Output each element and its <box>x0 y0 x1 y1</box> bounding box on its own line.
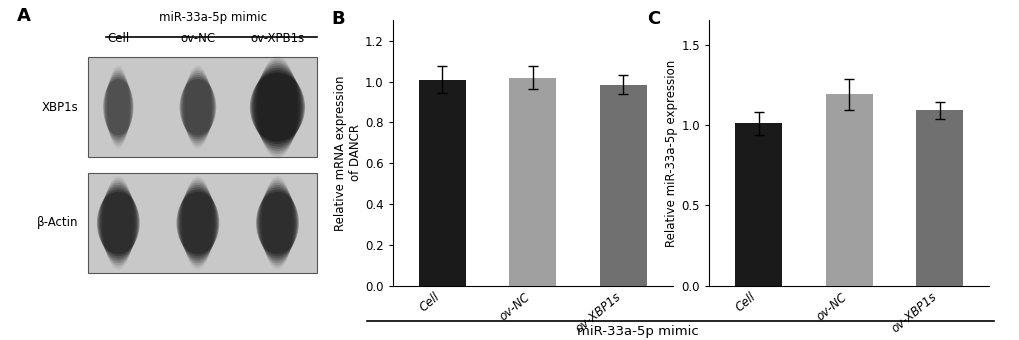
Bar <box>419 80 466 286</box>
Ellipse shape <box>101 183 136 263</box>
Ellipse shape <box>180 77 215 137</box>
Ellipse shape <box>250 73 305 141</box>
Text: C: C <box>646 10 659 28</box>
Bar <box>824 94 872 286</box>
Ellipse shape <box>98 189 139 256</box>
Y-axis label: Relative mRNA expression
of DANCR: Relative mRNA expression of DANCR <box>334 75 362 231</box>
Ellipse shape <box>255 63 300 151</box>
Ellipse shape <box>259 185 296 261</box>
Ellipse shape <box>184 67 211 147</box>
Ellipse shape <box>261 181 293 265</box>
Bar <box>735 123 782 286</box>
Ellipse shape <box>181 75 214 139</box>
Text: ov-NC: ov-NC <box>180 32 215 45</box>
Ellipse shape <box>257 189 298 256</box>
Bar <box>88 57 317 157</box>
Bar <box>915 110 962 286</box>
Text: miR-33a-5p mimic: miR-33a-5p mimic <box>576 325 698 338</box>
Text: β-Actin: β-Actin <box>37 216 78 230</box>
Ellipse shape <box>179 79 216 135</box>
Ellipse shape <box>178 187 217 259</box>
Ellipse shape <box>104 75 132 139</box>
Ellipse shape <box>99 187 138 259</box>
Ellipse shape <box>258 187 297 259</box>
Ellipse shape <box>181 181 215 265</box>
Ellipse shape <box>256 61 299 154</box>
Ellipse shape <box>257 58 298 156</box>
Ellipse shape <box>97 192 140 254</box>
Ellipse shape <box>251 70 304 144</box>
Ellipse shape <box>183 69 212 146</box>
Ellipse shape <box>181 178 214 268</box>
Ellipse shape <box>106 69 130 146</box>
Text: XBP1s: XBP1s <box>42 101 78 114</box>
Ellipse shape <box>252 68 303 147</box>
Text: Cell: Cell <box>107 32 129 45</box>
Ellipse shape <box>104 77 132 137</box>
Ellipse shape <box>102 181 136 265</box>
Bar <box>508 78 556 286</box>
Ellipse shape <box>181 73 214 141</box>
Bar <box>88 173 317 273</box>
Text: B: B <box>331 10 344 28</box>
Ellipse shape <box>182 71 213 143</box>
Ellipse shape <box>102 178 135 268</box>
Ellipse shape <box>100 185 137 261</box>
Bar <box>599 85 646 286</box>
Ellipse shape <box>177 189 218 256</box>
Ellipse shape <box>103 79 133 135</box>
Ellipse shape <box>261 178 293 268</box>
Ellipse shape <box>179 185 216 261</box>
Ellipse shape <box>105 73 131 141</box>
Text: A: A <box>17 7 32 25</box>
Ellipse shape <box>253 65 302 149</box>
Ellipse shape <box>256 192 299 254</box>
Text: ov-XPB1s: ov-XPB1s <box>250 32 305 45</box>
Text: miR-33a-5p mimic: miR-33a-5p mimic <box>159 11 267 24</box>
Ellipse shape <box>106 71 130 143</box>
Ellipse shape <box>176 192 219 254</box>
Ellipse shape <box>260 183 294 263</box>
Y-axis label: Relative miR-33a-5p expression: Relative miR-33a-5p expression <box>664 59 678 247</box>
Ellipse shape <box>180 183 215 263</box>
